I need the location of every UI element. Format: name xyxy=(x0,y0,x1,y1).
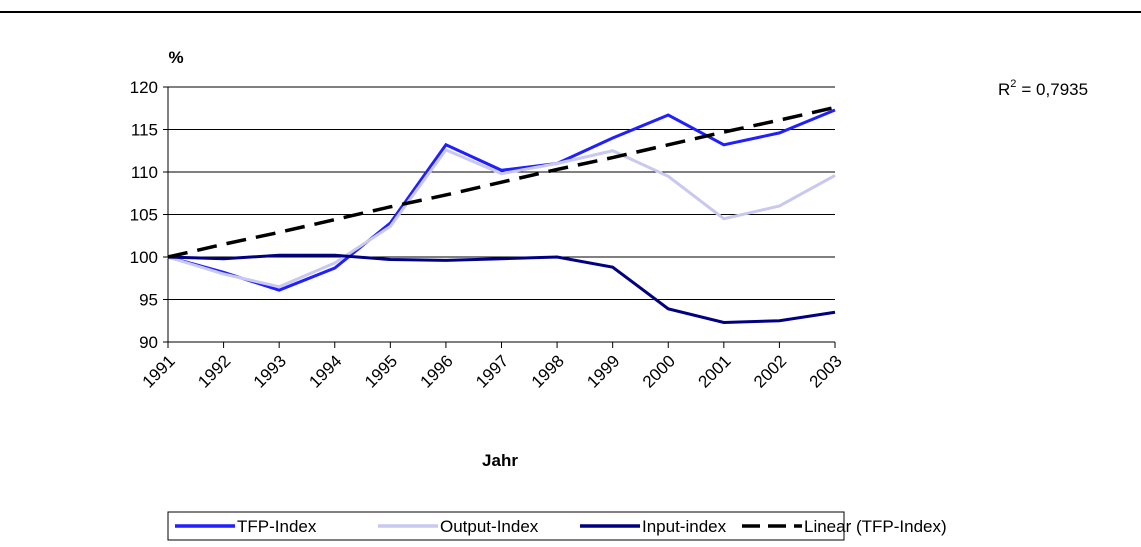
y-tick-label: 90 xyxy=(139,333,158,352)
x-tick-label: 1995 xyxy=(361,351,401,391)
x-tick-label: 2000 xyxy=(639,351,679,391)
x-tick-label: 1994 xyxy=(305,351,345,391)
series-line xyxy=(167,105,836,259)
x-tick-label: 1997 xyxy=(472,351,512,391)
x-tick-label: 1996 xyxy=(417,351,457,391)
y-tick-label: 115 xyxy=(131,121,158,140)
x-tick-label: 2002 xyxy=(750,351,790,391)
x-tick-label: 1999 xyxy=(583,351,623,391)
x-tick-label: 2003 xyxy=(806,351,846,391)
legend-label: Linear (TFP-Index) xyxy=(804,517,947,536)
legend-label: Output-Index xyxy=(440,517,539,536)
series-line xyxy=(167,108,836,292)
y-tick-label: 110 xyxy=(131,163,158,182)
x-tick-label: 1991 xyxy=(139,351,179,391)
x-tick-label: 1998 xyxy=(528,351,568,391)
annotation-base: R xyxy=(998,80,1010,99)
y-tick-label: 95 xyxy=(139,291,158,310)
legend-label: Input-index xyxy=(642,517,727,536)
x-tick-label: 1992 xyxy=(194,351,234,391)
y-tick-label: 120 xyxy=(130,78,158,97)
y-axis-label: % xyxy=(168,48,183,67)
annotation-sup: 2 xyxy=(1010,78,1016,90)
x-axis-label: Jahr xyxy=(482,451,518,470)
series-line xyxy=(167,253,836,324)
annotation-text: = 0,7935 xyxy=(1021,80,1088,99)
x-tick-label: 2001 xyxy=(694,351,734,391)
annotation: R2 = 0,7935 xyxy=(998,78,1088,99)
y-tick-label: 105 xyxy=(130,206,158,225)
legend-label: TFP-Index xyxy=(237,517,317,536)
legend-box xyxy=(167,511,845,541)
series-line xyxy=(167,148,836,289)
x-tick-label: 1993 xyxy=(250,351,290,391)
y-tick-label: 100 xyxy=(130,248,158,267)
